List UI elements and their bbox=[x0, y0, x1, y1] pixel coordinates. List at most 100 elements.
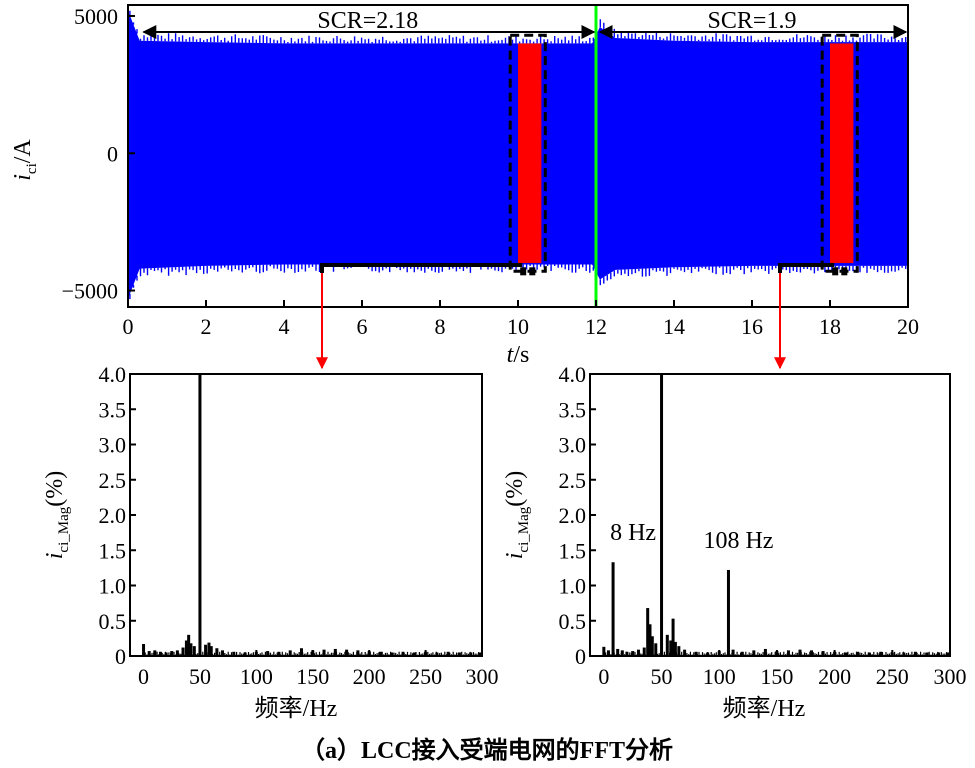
time-domain-chart: SCR=2.18 SCR=1.9 0 2 4 6 8 10 12 14 16 18 2050000−5… bbox=[10, 4, 919, 368]
fft-x-tick-label: 200 bbox=[818, 664, 851, 689]
fft-chart-scr-2-18: 0 50 100 150 200 250 300 0 0.5 1.0 1.5 2.0 2.5 3.0 3.5… bbox=[42, 362, 499, 722]
fft-right-ylabel: ici_Mag(%) bbox=[502, 471, 532, 559]
fft-bar bbox=[333, 648, 337, 656]
fft-y-tick-label: 2.5 bbox=[99, 468, 127, 493]
scr-label-bg bbox=[297, 8, 438, 30]
x-tick-label: 20 bbox=[897, 314, 919, 339]
fft-x-tick-label: 300 bbox=[466, 664, 499, 689]
fft-bar bbox=[184, 640, 188, 656]
x-tick-label: 10 bbox=[507, 314, 529, 339]
fft-x-tick-label: 0 bbox=[138, 664, 149, 689]
fft-right-ticks: 0 50 100 150 200 250 300 0 0.5 1.0 1.5 2.0 2.5 3.0 3.5… bbox=[559, 362, 967, 689]
fft-bar bbox=[164, 652, 168, 656]
fft-window-connectors bbox=[316, 263, 835, 370]
fft-window-highlight bbox=[518, 43, 542, 264]
fft-bar bbox=[209, 646, 213, 656]
fft-right-frame bbox=[589, 373, 951, 657]
fft-bar bbox=[642, 647, 646, 656]
fft-bar bbox=[356, 650, 360, 656]
x-tick-label: 8 bbox=[435, 314, 446, 339]
x-tick-label: 16 bbox=[741, 314, 763, 339]
fft-bar bbox=[726, 569, 730, 656]
fft-bar bbox=[669, 640, 673, 656]
x-tick-label: 0 bbox=[123, 314, 134, 339]
x-tick-label: 14 bbox=[663, 314, 685, 339]
fft-bar bbox=[611, 562, 615, 656]
fft-y-tick-label: 3.5 bbox=[99, 397, 127, 422]
fft-y-tick-label: 0.5 bbox=[559, 609, 587, 634]
fft-window-marker bbox=[529, 267, 536, 276]
fft-y-tick-label: 1.5 bbox=[559, 538, 587, 563]
fft-chart-scr-1-9: 8 Hz 108 Hz 0 50 100 150 200 250 300 0 0.5 1.0 1.5 2… bbox=[502, 362, 967, 722]
fft-x-tick-label: 50 bbox=[651, 664, 673, 689]
fft-window-marker bbox=[841, 267, 848, 276]
fft-left-xlabel: 频率/Hz bbox=[255, 695, 338, 722]
x-tick-label: 18 bbox=[819, 314, 841, 339]
figure-caption: （a）LCC接入受端电网的FFT分析 bbox=[301, 736, 673, 764]
time-axis-label: t/s bbox=[507, 342, 530, 368]
fft-bar bbox=[299, 648, 303, 656]
fft-bar bbox=[198, 374, 202, 656]
fft-left-frame bbox=[129, 373, 483, 657]
fft-left-ylabel: ici_Mag(%) bbox=[42, 471, 72, 559]
fft-x-tick-label: 300 bbox=[934, 664, 967, 689]
fft-bar bbox=[821, 651, 825, 656]
fft-x-tick-label: 0 bbox=[598, 664, 609, 689]
fft-y-tick-label: 1.0 bbox=[559, 574, 587, 599]
fft-x-tick-label: 50 bbox=[189, 664, 211, 689]
fft-bar bbox=[673, 641, 677, 656]
fft-y-tick-label: 4.0 bbox=[559, 362, 587, 387]
fft-bar bbox=[798, 649, 802, 656]
fft-bar bbox=[631, 651, 635, 656]
fft-y-tick-label: 3.0 bbox=[99, 433, 127, 458]
fft-bar bbox=[654, 643, 658, 656]
fft-bar bbox=[478, 652, 482, 656]
fft-bar bbox=[810, 650, 814, 656]
y-tick-label: 5000 bbox=[74, 4, 118, 29]
y-tick-label: −5000 bbox=[62, 279, 118, 304]
fft-bar bbox=[170, 651, 174, 656]
fft-bar bbox=[192, 646, 196, 656]
fft-bar bbox=[390, 652, 394, 656]
fft-bar bbox=[660, 374, 664, 656]
fft-bar bbox=[650, 636, 654, 656]
fft-y-tick-label: 0 bbox=[115, 644, 126, 669]
fft-y-tick-label: 2.0 bbox=[559, 503, 587, 528]
fft-y-tick-label: 1.0 bbox=[99, 574, 127, 599]
x-tick-label: 6 bbox=[357, 314, 368, 339]
fft-bar bbox=[345, 649, 349, 656]
fft-bar bbox=[646, 608, 650, 656]
fft-x-tick-label: 250 bbox=[409, 664, 442, 689]
fft-bar bbox=[153, 650, 157, 656]
fft-bar bbox=[266, 651, 270, 656]
fft-y-tick-label: 0.5 bbox=[99, 609, 127, 634]
fft-bar bbox=[763, 648, 767, 656]
fft-window-marker bbox=[832, 267, 839, 276]
fft-bar bbox=[665, 634, 669, 656]
fft-x-tick-label: 150 bbox=[760, 664, 793, 689]
fft-x-tick-label: 150 bbox=[296, 664, 329, 689]
connector-black bbox=[778, 263, 835, 273]
fft-bars-right: 8 Hz 108 Hz bbox=[602, 374, 950, 656]
fft-bar bbox=[856, 651, 860, 656]
scr-label-bg bbox=[682, 8, 822, 30]
fft-bar bbox=[189, 643, 193, 656]
fft-bars-left bbox=[142, 374, 482, 656]
x-tick-label: 2 bbox=[201, 314, 212, 339]
fft-window-marker bbox=[520, 267, 527, 276]
connector-black bbox=[320, 263, 523, 273]
fft-x-tick-label: 100 bbox=[240, 664, 273, 689]
fft-bar bbox=[946, 652, 950, 656]
fft-y-tick-label: 1.5 bbox=[99, 538, 127, 563]
fft-bar bbox=[187, 634, 191, 656]
time-domain-plot-area: SCR=2.18 SCR=1.9 bbox=[128, 5, 908, 307]
current-lower-ripple bbox=[129, 264, 907, 300]
scr-label: SCR=1.9 bbox=[708, 8, 797, 34]
x-tick-label: 4 bbox=[279, 314, 290, 339]
fft-y-tick-label: 4.0 bbox=[99, 362, 127, 387]
scr-label: SCR=2.18 bbox=[317, 8, 418, 34]
fft-peak-label: 8 Hz bbox=[610, 520, 656, 546]
fft-left-ticks: 0 50 100 150 200 250 300 0 0.5 1.0 1.5 2.0 2.5 3.0 3.5… bbox=[99, 362, 499, 689]
